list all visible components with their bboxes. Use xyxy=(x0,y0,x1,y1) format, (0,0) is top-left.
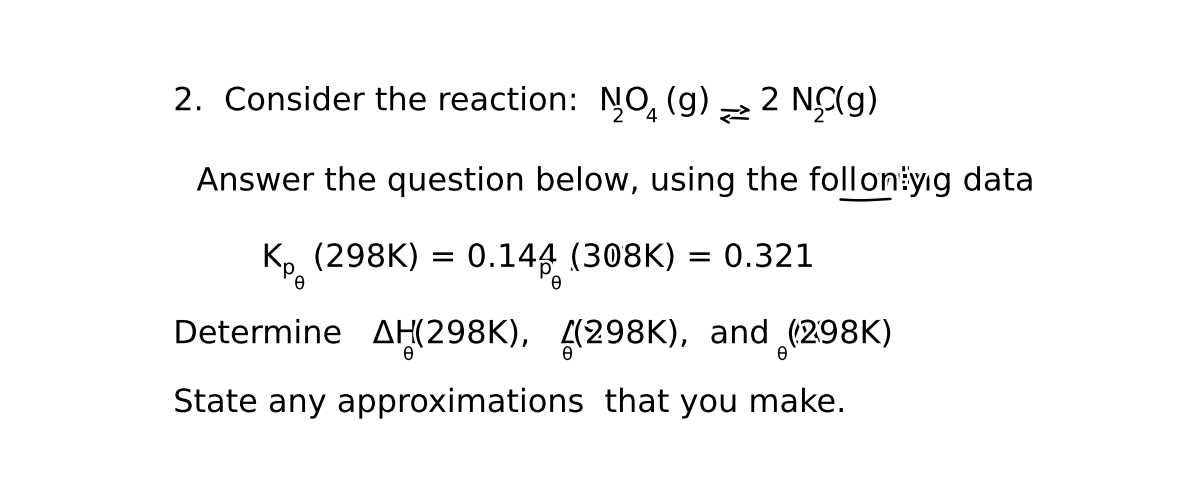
Text: (298K),  and  ΔG: (298K), and ΔG xyxy=(572,319,836,350)
Text: O: O xyxy=(624,86,649,117)
Text: p: p xyxy=(282,258,295,278)
Text: 4: 4 xyxy=(646,107,658,126)
Text: θ: θ xyxy=(403,346,414,364)
Text: State any approximations  that you make.: State any approximations that you make. xyxy=(173,388,846,419)
Text: (298K): (298K) xyxy=(786,319,893,350)
Text: :: : xyxy=(889,167,911,197)
Text: p: p xyxy=(539,258,552,278)
Text: K: K xyxy=(262,243,283,274)
Text: 2: 2 xyxy=(814,107,826,126)
Text: θ: θ xyxy=(776,346,788,364)
Text: (g): (g) xyxy=(655,86,710,117)
Text: θ: θ xyxy=(551,275,562,293)
Text: (308K) = 0.321: (308K) = 0.321 xyxy=(559,243,815,274)
Text: Answer the question below, using the following data: Answer the question below, using the fol… xyxy=(197,167,1034,197)
Text: θ: θ xyxy=(294,275,305,293)
Text: (298K),   ΔS: (298K), ΔS xyxy=(413,319,602,350)
Text: θ: θ xyxy=(562,346,572,364)
Text: (g): (g) xyxy=(823,86,878,117)
Text: Determine   ΔH: Determine ΔH xyxy=(173,319,419,350)
Text: 2: 2 xyxy=(612,107,624,126)
Text: 2 NO: 2 NO xyxy=(760,86,840,117)
Text: (298K) = 0.144 ,   K: (298K) = 0.144 , K xyxy=(302,243,630,274)
Text: 2.  Consider the reaction:  N: 2. Consider the reaction: N xyxy=(173,86,623,117)
Text: only: only xyxy=(839,167,928,197)
